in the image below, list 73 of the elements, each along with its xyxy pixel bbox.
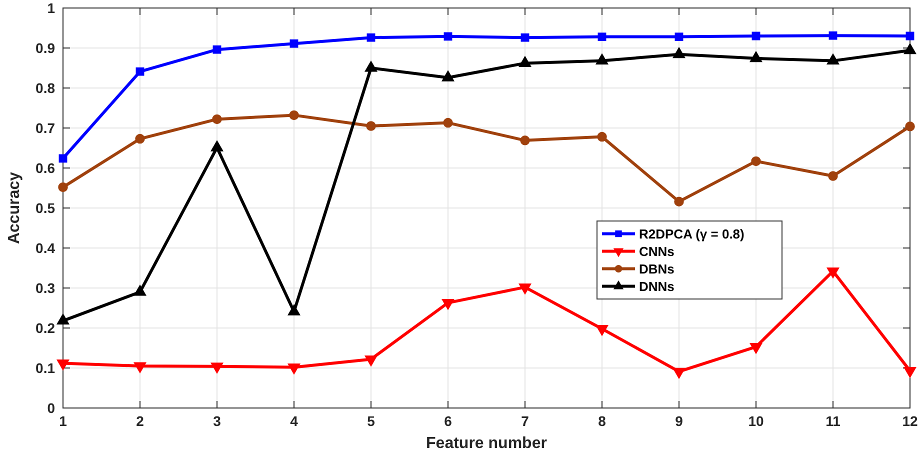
x-tick-label: 1 [59, 413, 68, 429]
y-tick-label: 0.4 [36, 240, 56, 256]
point [826, 54, 840, 65]
point [520, 136, 530, 146]
point [136, 67, 144, 76]
point [364, 60, 378, 72]
y-tick-label: 0.5 [36, 200, 56, 216]
x-tick-label: 6 [444, 413, 452, 429]
y-tick-label: 1 [47, 0, 56, 16]
point [212, 45, 222, 54]
x-tick-label: 8 [598, 413, 606, 429]
point [518, 283, 532, 294]
point [442, 299, 454, 310]
x-tick-label: 11 [826, 413, 841, 429]
point [751, 156, 761, 166]
point [750, 343, 762, 354]
y-tick-label: 0.1 [36, 360, 56, 376]
point [518, 56, 532, 67]
y-tick-label: 0.8 [36, 80, 56, 96]
point [598, 32, 606, 42]
point [904, 367, 916, 378]
point [210, 362, 224, 374]
point [906, 32, 914, 40]
point [135, 134, 145, 144]
x-tick-label: 3 [213, 413, 222, 429]
y-tick-label: 0.7 [36, 120, 56, 136]
point [750, 51, 762, 62]
point [366, 33, 376, 42]
point [596, 54, 608, 65]
point [597, 132, 607, 142]
point [444, 32, 452, 41]
point [212, 114, 222, 124]
point [905, 122, 915, 132]
point [826, 267, 840, 278]
point [58, 154, 68, 163]
point [58, 182, 68, 192]
legend-label: CNNs [639, 244, 674, 259]
y-tick-label: 0.3 [36, 280, 56, 296]
x-tick-label: 7 [521, 413, 530, 429]
y-tick-label: 0.9 [36, 40, 56, 56]
point [289, 110, 299, 120]
point [672, 368, 686, 379]
y-axis-title: Accuracy [6, 172, 23, 244]
point [672, 47, 686, 58]
point [674, 32, 684, 42]
point [288, 363, 300, 374]
x-tick-label: 5 [367, 413, 376, 429]
point [674, 196, 684, 206]
x-tick-label: 12 [902, 413, 918, 429]
x-tick-label: 10 [748, 413, 764, 429]
point [442, 70, 454, 82]
point [366, 121, 376, 131]
x-axis-title: Feature number [426, 435, 547, 452]
point [904, 43, 916, 54]
point [290, 39, 298, 48]
point [596, 325, 608, 336]
y-tick-label: 0 [47, 400, 56, 416]
legend-label: DBNs [639, 261, 674, 276]
legend-label: R2DPCA (γ = 0.8) [639, 226, 744, 242]
legend-label: DNNs [639, 278, 674, 294]
point [56, 359, 70, 370]
y-tick-label: 0.6 [36, 160, 56, 176]
point [828, 171, 838, 181]
point [828, 31, 838, 40]
point [752, 32, 760, 40]
point [364, 355, 378, 366]
point [134, 362, 146, 374]
x-tick-label: 2 [136, 413, 144, 429]
x-tick-label: 4 [290, 413, 298, 429]
point [443, 118, 453, 128]
y-tick-label: 0.2 [36, 320, 56, 336]
point [520, 33, 530, 42]
x-tick-label: 9 [675, 413, 684, 429]
